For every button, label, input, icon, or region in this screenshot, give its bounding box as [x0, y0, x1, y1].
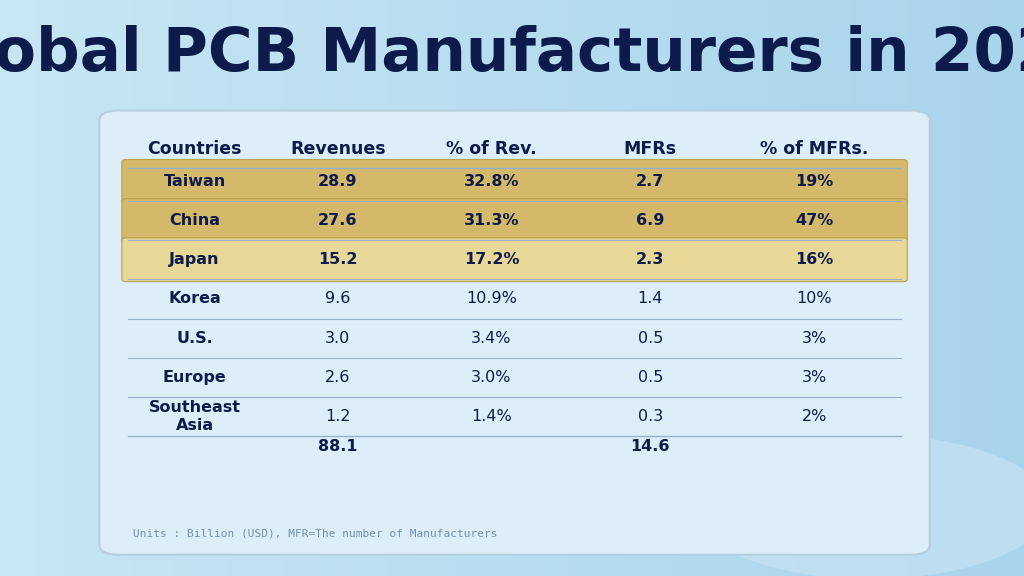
- Text: 2%: 2%: [802, 409, 826, 424]
- Text: Korea: Korea: [168, 291, 221, 306]
- Text: China: China: [169, 213, 220, 228]
- Text: 10%: 10%: [797, 291, 831, 306]
- Text: 17.2%: 17.2%: [464, 252, 519, 267]
- Text: 2.6: 2.6: [326, 370, 350, 385]
- Text: 2.3: 2.3: [636, 252, 665, 267]
- Text: 15.2: 15.2: [318, 252, 357, 267]
- Text: Global PCB Manufacturers in 2021: Global PCB Manufacturers in 2021: [0, 25, 1024, 84]
- Text: 9.6: 9.6: [326, 291, 350, 306]
- Text: 28.9: 28.9: [318, 174, 357, 189]
- Text: Southeast
Asia: Southeast Asia: [148, 400, 241, 433]
- Text: MFRs: MFRs: [624, 139, 677, 158]
- Text: 2.7: 2.7: [636, 174, 665, 189]
- Text: Japan: Japan: [169, 252, 220, 267]
- Text: Europe: Europe: [163, 370, 226, 385]
- Text: Taiwan: Taiwan: [164, 174, 225, 189]
- Text: Revenues: Revenues: [290, 139, 386, 158]
- Text: 1.4: 1.4: [638, 291, 663, 306]
- Text: 32.8%: 32.8%: [464, 174, 519, 189]
- Text: 31.3%: 31.3%: [464, 213, 519, 228]
- Ellipse shape: [691, 435, 1024, 576]
- Text: 0.5: 0.5: [638, 331, 663, 346]
- Text: 3.0%: 3.0%: [471, 370, 512, 385]
- Text: 10.9%: 10.9%: [466, 291, 517, 306]
- Text: 88.1: 88.1: [318, 439, 357, 454]
- Text: Countries: Countries: [147, 139, 242, 158]
- Text: U.S.: U.S.: [176, 331, 213, 346]
- Text: Units : Billion (USD), MFR=The number of Manufacturers: Units : Billion (USD), MFR=The number of…: [133, 529, 498, 539]
- Text: % of MFRs.: % of MFRs.: [760, 139, 868, 158]
- Text: 19%: 19%: [795, 174, 834, 189]
- Text: 3.4%: 3.4%: [471, 331, 512, 346]
- Text: 3.0: 3.0: [326, 331, 350, 346]
- Text: 1.2: 1.2: [326, 409, 350, 424]
- Text: 0.5: 0.5: [638, 370, 663, 385]
- Text: 16%: 16%: [795, 252, 834, 267]
- Text: 0.3: 0.3: [638, 409, 663, 424]
- Text: 3%: 3%: [802, 370, 826, 385]
- Text: 14.6: 14.6: [631, 439, 670, 454]
- Text: 27.6: 27.6: [318, 213, 357, 228]
- Text: 3%: 3%: [802, 331, 826, 346]
- Text: 1.4%: 1.4%: [471, 409, 512, 424]
- Text: % of Rev.: % of Rev.: [446, 139, 537, 158]
- Text: 47%: 47%: [795, 213, 834, 228]
- Text: 6.9: 6.9: [636, 213, 665, 228]
